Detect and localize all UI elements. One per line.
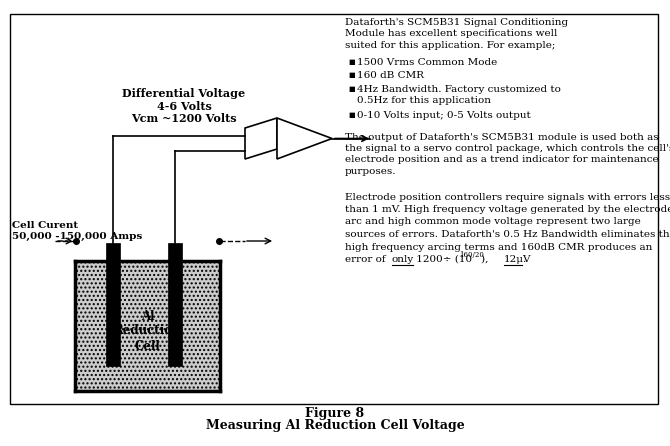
Text: .: . [522,255,525,264]
Bar [10,14,658,404]
Text: ),: ), [480,255,498,264]
Text: Al
Reduction
Cell: Al Reduction Cell [114,310,182,352]
Text: sources of errors. Dataforth's 0.5 Hz Bandwidth eliminates the: sources of errors. Dataforth's 0.5 Hz Ba… [345,230,670,239]
Text: error of: error of [345,255,389,264]
Text: ■: ■ [348,58,354,66]
Text: 12μV: 12μV [504,255,531,264]
Text: 160/20: 160/20 [459,251,484,259]
Text: 160 dB CMR: 160 dB CMR [357,71,424,80]
Polygon shape [277,118,332,159]
Text: 4Hz Bandwidth. Factory customized to
0.5Hz for this application: 4Hz Bandwidth. Factory customized to 0.5… [357,85,561,105]
Text: 1200÷ (10: 1200÷ (10 [413,255,472,264]
Text: Dataforth's SCM5B31 Signal Conditioning
Module has excellent specifications well: Dataforth's SCM5B31 Signal Conditioning … [345,18,568,50]
Text: ■: ■ [348,71,354,79]
Text: 1500 Vrms Common Mode: 1500 Vrms Common Mode [357,58,497,67]
Text: ■: ■ [348,111,354,119]
Text: Cell Curent
50,000 -150,000 Amps: Cell Curent 50,000 -150,000 Amps [12,221,142,241]
Text: Measuring Al Reduction Cell Voltage: Measuring Al Reduction Cell Voltage [206,420,464,433]
Text: than 1 mV. High frequency voltage generated by the electrode: than 1 mV. High frequency voltage genera… [345,205,670,214]
Text: Differential Voltage
4-6 Volts
Vcm ~1200 Volts: Differential Voltage 4-6 Volts Vcm ~1200… [123,88,246,124]
Text: high frequency arcing terms and 160dB CMR produces an: high frequency arcing terms and 160dB CM… [345,243,653,252]
Text: Figure 8: Figure 8 [306,408,364,421]
Bar [168,243,182,366]
Text: 0-10 Volts input; 0-5 Volts output: 0-10 Volts input; 0-5 Volts output [357,111,531,120]
Text: The output of Dataforth's SCM5B31 module is used both as
the signal to a servo c: The output of Dataforth's SCM5B31 module… [345,132,670,176]
Bar [106,243,120,366]
Text: arc and high common mode voltage represent two large: arc and high common mode voltage represe… [345,218,641,227]
Text: ■: ■ [348,85,354,93]
Text: Electrode position controllers require signals with errors less: Electrode position controllers require s… [345,193,670,202]
Polygon shape [245,118,277,159]
Bar [75,261,220,391]
Text: only: only [392,255,414,264]
